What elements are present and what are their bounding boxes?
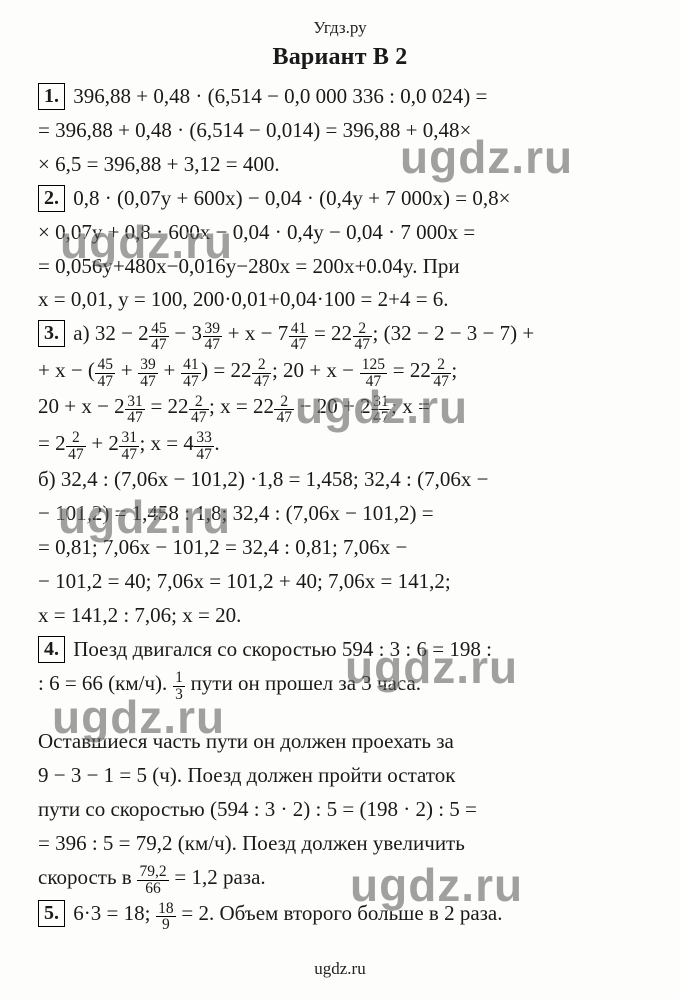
solution-line: 1. 396,88 + 0,48 · (6,514 − 0,0 000 336 … bbox=[38, 81, 642, 113]
fraction: 247 bbox=[189, 394, 209, 426]
fraction: 3947 bbox=[203, 321, 223, 353]
variant-title: Вариант В 2 bbox=[38, 44, 642, 71]
solution-line: скорость в 79,266 = 1,2 раза. bbox=[38, 862, 642, 897]
fraction: 3947 bbox=[138, 357, 158, 389]
problem-number-box: 2. bbox=[38, 185, 65, 212]
document-page: Угдз.ру Вариант В 2 1. 396,88 + 0,48 · (… bbox=[0, 0, 680, 999]
fraction: 247 bbox=[353, 321, 373, 353]
problem-number-box: 3. bbox=[38, 320, 65, 347]
fraction: 247 bbox=[252, 357, 272, 389]
fraction: 3347 bbox=[194, 430, 214, 462]
solution-line: = 396,88 + 0,48 · (6,514 − 0,014) = 396,… bbox=[38, 115, 642, 147]
blank-gap bbox=[38, 704, 642, 726]
solution-line: × 6,5 = 396,88 + 3,12 = 400. bbox=[38, 149, 642, 181]
fraction: 12547 bbox=[360, 357, 387, 389]
solution-line: 20 + x − 23147 = 22247; x = 22247 − 20 +… bbox=[38, 391, 642, 426]
fraction: 4147 bbox=[289, 321, 309, 353]
solution-line: = 0,81; 7,06x − 101,2 = 32,4 : 0,81; 7,0… bbox=[38, 532, 642, 564]
site-link-top[interactable]: Угдз.ру bbox=[38, 18, 642, 38]
solution-line: x = 0,01, y = 100, 200·0,01+0,04·100 = 2… bbox=[38, 284, 642, 316]
fraction: 3147 bbox=[119, 430, 139, 462]
solution-line: = 2247 + 23147; x = 43347. bbox=[38, 428, 642, 463]
solution-line: Оставшиеся часть пути он должен проехать… bbox=[38, 726, 642, 758]
solution-line: 3. а) 32 − 24547 − 33947 + x − 74147 = 2… bbox=[38, 318, 642, 353]
fraction: 189 bbox=[156, 901, 176, 933]
problem-number-box: 4. bbox=[38, 636, 65, 663]
fraction: 13 bbox=[173, 670, 185, 702]
solution-line: x = 141,2 : 7,06; x = 20. bbox=[38, 600, 642, 632]
solution-line: 2. 0,8 · (0,07y + 600x) − 0,04 · (0,4y +… bbox=[38, 183, 642, 215]
solution-line: = 396 : 5 = 79,2 (км/ч). Поезд должен ув… bbox=[38, 828, 642, 860]
site-link-bottom[interactable]: ugdz.ru bbox=[38, 959, 642, 979]
solution-line: 9 − 3 − 1 = 5 (ч). Поезд должен пройти о… bbox=[38, 760, 642, 792]
problem-number-box: 5. bbox=[38, 900, 65, 927]
solution-line: + x − (4547 + 3947 + 4147) = 22247; 20 +… bbox=[38, 355, 642, 390]
problem-number-box: 1. bbox=[38, 83, 65, 110]
fraction: 247 bbox=[431, 357, 451, 389]
fraction: 79,266 bbox=[137, 864, 168, 896]
fraction: 3147 bbox=[125, 394, 145, 426]
solution-line: − 101,2 = 40; 7,06x = 101,2 + 40; 7,06x … bbox=[38, 566, 642, 598]
solution-line: б) 32,4 : (7,06x − 101,2) ·1,8 = 1,458; … bbox=[38, 464, 642, 496]
solution-line: × 0,07y + 0,8 · 600x − 0,04 · 0,4y − 0,0… bbox=[38, 217, 642, 249]
solution-line: : 6 = 66 (км/ч). 13 пути он прошел за 3 … bbox=[38, 668, 642, 703]
fraction: 247 bbox=[66, 430, 86, 462]
solution-line: пути со скоростью (594 : 3 · 2) : 5 = (1… bbox=[38, 794, 642, 826]
fraction: 3147 bbox=[371, 394, 391, 426]
solution-line: − 101,2) = 1,458 : 1,8; 32,4 : (7,06x − … bbox=[38, 498, 642, 530]
fraction: 4547 bbox=[95, 357, 115, 389]
fraction: 4547 bbox=[149, 321, 169, 353]
fraction: 4147 bbox=[181, 357, 201, 389]
solution-line: 5. 6·3 = 18; 189 = 2. Объем второго боль… bbox=[38, 898, 642, 933]
solution-line: = 0,056y+480x−0,016y−280x = 200x+0.04y. … bbox=[38, 251, 642, 283]
fraction: 247 bbox=[274, 394, 294, 426]
solution-line: 4. Поезд двигался со скоростью 594 : 3 :… bbox=[38, 634, 642, 666]
